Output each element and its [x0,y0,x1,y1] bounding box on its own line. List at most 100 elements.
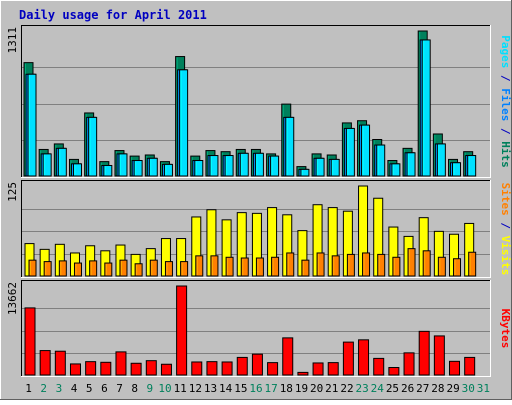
visits-panel-legend-part: Visits [499,236,512,276]
kbytes-panel-day-9-kbytes-bar [145,360,157,376]
hits-panel-day-25-pages-bar [391,163,401,177]
x-tick-label-day-17: 17 [265,382,278,395]
hits-panel-day-9-pages-bar [148,157,158,177]
hits-panel-day-18-pages-bar [285,116,295,177]
x-tick-label-day-22: 22 [340,382,353,395]
hits-panel-day-25-pages-bar-body [391,163,401,177]
kbytes-panel-day-25-kbytes-bar [388,367,400,376]
hits-panel-day-19-pages-bar [300,168,310,177]
hits-panel-day-26-pages-bar-body [406,152,416,177]
hits-panel-day-23-pages-bar-body [361,124,371,177]
visits-panel-day-22-sites-bar [346,253,355,277]
visits-panel-day-29-sites-bar-body [453,258,462,277]
hits-panel-day-12-pages-bar-body [194,160,204,177]
x-tick-label-day-18: 18 [280,382,293,395]
hits-panel-day-10-pages-bar-body [163,163,173,177]
hits-panel-day-27-pages-bar [421,39,431,177]
kbytes-panel-day-19-kbytes-bar-body [297,371,309,376]
hits-panel-day-30-pages-bar [467,155,477,177]
hits-panel-day-2-pages-bar-body [42,153,52,177]
kbytes-panel-day-29-kbytes-bar [449,360,461,376]
visits-panel-day-18-sites-bar-body [286,252,295,277]
kbytes-panel-day-24-kbytes-bar-body [373,357,385,376]
kbytes-panel-day-22-kbytes-bar-body [342,341,354,376]
visits-panel-day-20-sites-bar [316,252,325,277]
hits-panel-legend-label: Pages / Files / Hits [499,35,512,168]
hits-panel-day-4-pages-bar-body [72,163,82,177]
kbytes-panel-day-11-kbytes-bar-body [176,285,188,376]
hits-panel-day-26-pages-bar [406,152,416,177]
kbytes-panel-day-11-kbytes-bar [176,285,188,376]
kbytes-panel-day-24-kbytes-bar [373,357,385,376]
visits-panel-day-3-sites-bar [58,260,67,277]
kbytes-panel-day-8-kbytes-bar-body [130,362,142,376]
hits-panel-day-2-pages-bar [42,153,52,177]
visits-panel-day-6-sites-bar-body [104,262,113,277]
x-tick-label-day-31: 31 [477,382,490,395]
visits-panel-day-9-sites-bar-body [149,259,158,277]
hits-panel-day-3-pages-bar [57,147,67,177]
hits-panel-ymax-label: 1311 [6,27,19,54]
x-tick-label-day-2: 2 [40,382,47,395]
x-tick-label-day-30: 30 [462,382,475,395]
kbytes-panel-day-3-kbytes-bar-body [54,350,66,376]
kbytes-panel-day-12-kbytes-bar [191,361,203,376]
hits-panel-day-8-pages-bar [133,160,143,177]
kbytes-panel-day-18-kbytes-bar-body [282,337,294,376]
visits-panel-day-11-sites-bar-body [180,261,189,277]
x-tick-label-day-25: 25 [386,382,399,395]
hits-panel-day-1-pages-bar [27,73,37,177]
visits-panel-day-26-sites-bar [407,248,416,277]
visits-panel-day-4-sites-bar [73,262,82,277]
kbytes-panel-day-26-kbytes-bar-body [403,352,415,376]
kbytes-panel-day-16-kbytes-bar-body [251,353,263,376]
kbytes-panel-day-28-kbytes-bar [433,335,445,376]
visits-panel-ymax-label: 125 [6,182,19,202]
visits-panel-day-27-sites-bar [422,250,431,277]
hits-panel-day-7-pages-bar [118,153,128,177]
kbytes-panel-day-28-kbytes-bar-body [433,335,445,376]
kbytes-panel-day-21-kbytes-bar-body [327,362,339,376]
x-tick-label-day-19: 19 [295,382,308,395]
kbytes-panel-day-20-kbytes-bar-body [312,362,324,376]
kbytes-panel-day-14-kbytes-bar [221,361,233,376]
kbytes-panel-day-6-kbytes-bar [100,361,112,376]
kbytes-panel-day-19-kbytes-bar [297,371,309,376]
x-tick-label-day-27: 27 [416,382,429,395]
visits-panel-day-1-sites-bar [28,259,37,277]
visits-panel-day-10-sites-bar [164,261,173,277]
visits-panel-day-17-sites-bar [271,256,280,277]
hits-panel-day-16-pages-bar-body [254,152,264,177]
kbytes-panel-day-13-kbytes-bar [206,361,218,376]
kbytes-panel-day-27-kbytes-bar-body [418,330,430,376]
visits-panel-legend-label: Sites / Visits [499,183,512,276]
hits-panel-day-27-pages-bar-body [421,39,431,177]
hits-panel-day-4-pages-bar [72,163,82,177]
visits-panel-day-26-sites-bar-body [407,248,416,277]
hits-panel-legend-part: / [499,68,512,88]
kbytes-panel-day-8-kbytes-bar [130,362,142,376]
kbytes-panel-day-17-kbytes-bar-body [267,362,279,376]
kbytes-panel-day-10-kbytes-bar-body [160,363,172,376]
kbytes-panel-day-23-kbytes-bar [358,339,370,376]
kbytes-panel-day-27-kbytes-bar [418,330,430,376]
kbytes-panel-day-21-kbytes-bar [327,362,339,376]
kbytes-panel-day-20-kbytes-bar [312,362,324,376]
kbytes-panel-day-29-kbytes-bar-body [449,360,461,376]
x-tick-label-day-15: 15 [234,382,247,395]
hits-panel-day-3-pages-bar-body [57,147,67,177]
hits-panel-legend-part: / [499,121,512,141]
visits-panel-day-13-sites-bar-body [210,255,219,277]
visits-panel-day-14-sites-bar [225,256,234,277]
visits-panel-day-9-sites-bar [149,259,158,277]
visits-panel-legend-part: Sites [499,183,512,216]
x-tick-label-day-3: 3 [56,382,63,395]
visits-panel-day-27-sites-bar-body [422,250,431,277]
x-tick-label-day-6: 6 [101,382,108,395]
visits-panel-day-21-sites-bar [331,255,340,277]
visits-panel-day-24-sites-bar [377,253,386,277]
kbytes-panel-day-4-kbytes-bar-body [69,363,81,376]
visits-panel-day-13-sites-bar [210,255,219,277]
kbytes-panel-day-25-kbytes-bar-body [388,367,400,376]
visits-panel-day-12-sites-bar-body [195,255,204,277]
